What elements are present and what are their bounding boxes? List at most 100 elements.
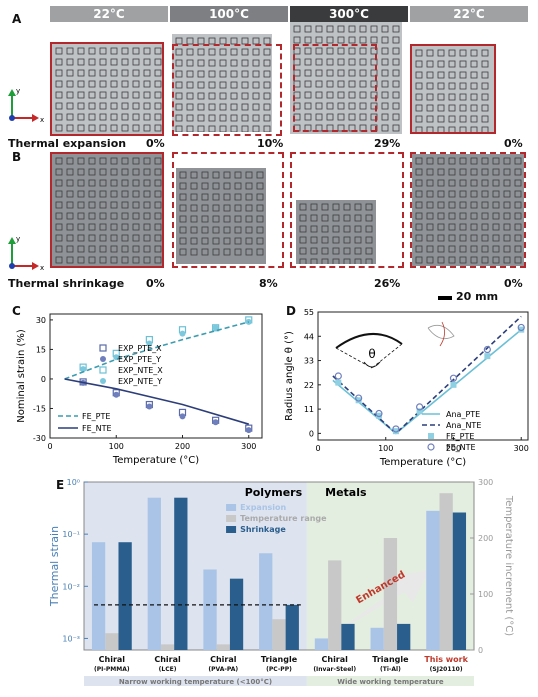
series-line-fe_pte xyxy=(64,321,250,380)
category-label: Chiral xyxy=(322,655,349,664)
x-tick-label: 300 xyxy=(514,444,529,453)
legend-label: EXP_PTE_X xyxy=(118,344,162,353)
legend-label: FE_PTE xyxy=(446,432,474,441)
category-sublabel: (Ti-Al) xyxy=(380,666,401,673)
plot-frame xyxy=(317,311,529,441)
point-exp_nte_y xyxy=(80,366,87,373)
sample-a-22c-return xyxy=(412,46,494,132)
strain-a-4: 0% xyxy=(504,137,523,150)
x-axis-label: Temperature (°C) xyxy=(379,457,466,468)
frame-a-100c xyxy=(172,44,282,136)
legend-swatch xyxy=(226,515,237,522)
point-fe_pte xyxy=(450,381,457,388)
category-label: Chiral xyxy=(154,655,181,664)
y-tick-label: 55 xyxy=(304,308,314,317)
point-fe_nte xyxy=(334,372,342,380)
sample-b-22c xyxy=(52,154,162,266)
bar-expansion xyxy=(91,542,106,650)
series-line-ana_nte xyxy=(332,315,522,435)
category-sublabel: (LCE) xyxy=(159,666,177,673)
sample-b-22c-return xyxy=(412,154,524,266)
category-sublabel: (PI-PMMA) xyxy=(94,666,130,673)
y-tick-label: -30 xyxy=(33,434,46,443)
point-fe_pte xyxy=(416,408,423,415)
left-tick-label: 10⁻³ xyxy=(62,634,80,643)
legend-label: Shrinkage xyxy=(240,525,286,534)
scale-bar-line xyxy=(438,296,452,300)
frame-b-22c-return xyxy=(410,152,526,268)
enhanced-arrow xyxy=(323,570,430,640)
point-exp_nte_y xyxy=(146,340,153,347)
legend-label: FE_PTE xyxy=(82,412,110,421)
strain-a-1: 0% xyxy=(146,137,165,150)
category-label: Triangle xyxy=(261,655,298,664)
inset-unit-cell xyxy=(427,324,455,340)
legend-swatch xyxy=(428,433,434,439)
bar-temperature-range xyxy=(439,493,453,650)
point-fe_nte xyxy=(449,374,458,382)
group-label-polymers: Polymers xyxy=(245,486,303,499)
point-exp_pte_y xyxy=(245,427,252,434)
point-fe_nte xyxy=(375,409,383,418)
point-fe_nte xyxy=(483,345,491,354)
chart-e-thermal-strain: Chiral (PI-PMMA) Chiral (LCE) Chiral (PVA-PA)… xyxy=(48,478,514,686)
frame-b-100c xyxy=(172,152,284,268)
axis-x-glyph: x xyxy=(40,116,44,124)
scale-bar-label: 20 mm xyxy=(456,290,499,303)
plot-frame xyxy=(49,313,263,439)
bar-expansion xyxy=(314,638,329,650)
point-fe_nte xyxy=(392,425,400,433)
bar-shrinkage xyxy=(397,623,411,650)
frame-a-300c xyxy=(293,44,377,132)
right-tick-label: 300 xyxy=(478,478,493,487)
legend-label: FE_NTE xyxy=(82,424,112,433)
x-tick-label: 200 xyxy=(446,444,461,453)
sample-a-100c xyxy=(172,34,272,132)
bar-temperature-range xyxy=(216,644,230,650)
bar-shrinkage xyxy=(118,542,132,650)
bar-shrinkage xyxy=(285,604,299,650)
x-tick-label: 200 xyxy=(175,442,190,451)
temperature-header-1: 22°C xyxy=(50,6,168,22)
bar-expansion xyxy=(203,569,217,650)
bar-shrinkage xyxy=(229,578,244,650)
y-tick-label: 15 xyxy=(36,345,46,354)
category-sublabel: (PC-PP) xyxy=(266,666,292,673)
left-tick-label: 10⁻² xyxy=(62,582,80,591)
range-label-wide: Wide working temperature xyxy=(337,678,444,686)
range-bar-narrow xyxy=(84,676,307,686)
right-tick-label: 100 xyxy=(478,590,493,599)
right-axis-label: Temperature increment (°C) xyxy=(503,495,514,636)
point-fe_pte xyxy=(484,353,491,360)
point-exp_pte_y xyxy=(179,413,186,420)
category-sublabel: (SJ20110) xyxy=(430,666,463,673)
point-exp_pte_y xyxy=(212,419,219,426)
group-label-metals: Metals xyxy=(325,486,367,499)
left-axis-label: Thermal strain xyxy=(48,526,61,607)
bar-shrinkage xyxy=(452,512,467,650)
sample-a-22c xyxy=(52,44,162,134)
strain-a-3: 29% xyxy=(374,137,401,150)
point-exp_pte_y xyxy=(113,391,120,398)
sample-a-300c xyxy=(290,22,402,134)
y-tick-label: 0 xyxy=(41,375,46,384)
series-line-fe_nte xyxy=(64,378,250,425)
chart-c-nominal-strain: 0 100 200 300 -30 -15 0 15 30 Temperature (°C) Nom… xyxy=(16,313,263,466)
legend-swatch xyxy=(99,344,107,352)
frame-b-300c xyxy=(290,152,404,268)
x-tick-label: 0 xyxy=(47,442,52,451)
axis-y-glyph: y xyxy=(16,87,20,95)
category-label: Triangle xyxy=(372,655,409,664)
frame-a-22c-return xyxy=(410,44,496,134)
x-tick-label: 100 xyxy=(109,442,124,451)
bar-temperature-range xyxy=(328,560,342,650)
point-exp_nte_y xyxy=(179,330,186,337)
sample-b-100c xyxy=(176,168,266,264)
legend-label: Ana_NTE xyxy=(446,421,481,430)
y-tick-label: 11 xyxy=(304,405,314,414)
y-tick-label: 0 xyxy=(309,429,314,438)
range-label-narrow: Narrow working temperature (<100°C) xyxy=(119,678,272,686)
point-exp_pte_y xyxy=(146,403,153,410)
legend-swatch xyxy=(100,378,106,384)
bar-expansion xyxy=(147,497,161,650)
